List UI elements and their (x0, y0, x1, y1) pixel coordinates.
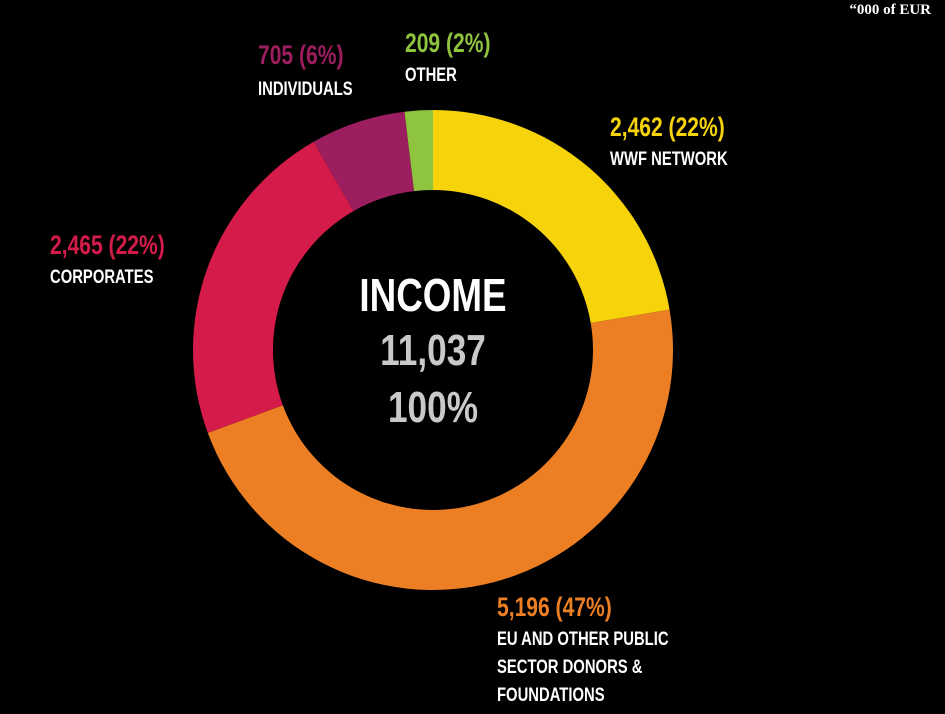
category-label: EU AND OTHER PUBLIC SECTOR DONORS & FOUN… (497, 629, 669, 706)
donut-segment (404, 110, 433, 192)
donut-segment (433, 110, 670, 324)
value-label: 5,196 (47%) (497, 592, 612, 622)
center-total: 11,037 (380, 326, 486, 375)
donut-segment (207, 309, 674, 591)
center-percent: 100% (387, 383, 479, 432)
value-label: 209 (2%) (405, 28, 491, 58)
value-label: 2,465 (22%) (50, 230, 165, 260)
category-label: INDIVIDUALS (258, 79, 353, 100)
category-label: CORPORATES (50, 267, 154, 288)
category-label: OTHER (405, 65, 457, 86)
donut-segment (313, 111, 415, 212)
category-label: WWF NETWORK (610, 149, 728, 170)
unit-note: “000 of EUR (849, 2, 931, 18)
value-label: 2,462 (22%) (610, 112, 725, 142)
value-label: 705 (6%) (258, 40, 344, 70)
donut-segment (193, 141, 354, 433)
center-title: INCOME (359, 269, 507, 321)
